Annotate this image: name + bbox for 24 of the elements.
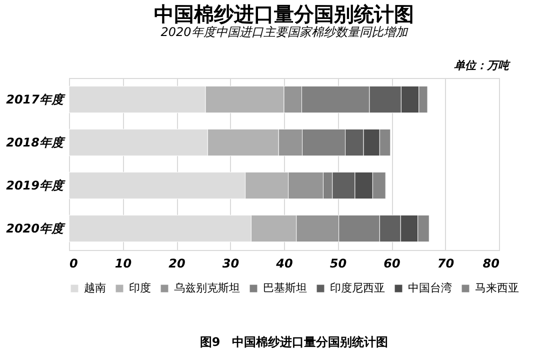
- y-tick-label: 2018年度: [6, 136, 66, 150]
- x-tick-label: 20: [168, 256, 186, 270]
- caption: 图9 中国棉纱进口量分国别统计图: [200, 335, 388, 349]
- y-tick-label: 2020年度: [6, 222, 66, 236]
- legend-label: 印度: [129, 282, 151, 295]
- chart-subtitle: 2020年度中国进口主要国家棉纱数量同比增加: [160, 25, 408, 39]
- legend-label: 马来西亚: [475, 282, 519, 295]
- x-tick-label: 70: [437, 256, 454, 270]
- x-tick-label: 0: [70, 256, 78, 270]
- legend-label: 印度尼西亚: [330, 282, 385, 295]
- text: 单位：万吨: [454, 59, 511, 72]
- legend-label: 中国台湾: [408, 282, 452, 295]
- chart-title: 中国棉纱进口量分国别统计图: [154, 2, 414, 26]
- x-tick-label: 40: [275, 256, 293, 270]
- x-tick-label: 60: [384, 256, 400, 270]
- x-tick-label: 80: [482, 256, 500, 270]
- y-tick-label: 2019年度: [6, 178, 66, 192]
- y-tick-label: 2017年度: [6, 92, 66, 106]
- x-tick-label: 30: [222, 256, 240, 270]
- x-tick-label: 50: [330, 256, 347, 270]
- legend-label: 越南: [84, 282, 106, 295]
- x-tick-label: 10: [114, 256, 132, 270]
- legend-label: 乌兹别克斯坦: [174, 282, 240, 295]
- legend-label: 巴基斯坦: [263, 282, 307, 295]
